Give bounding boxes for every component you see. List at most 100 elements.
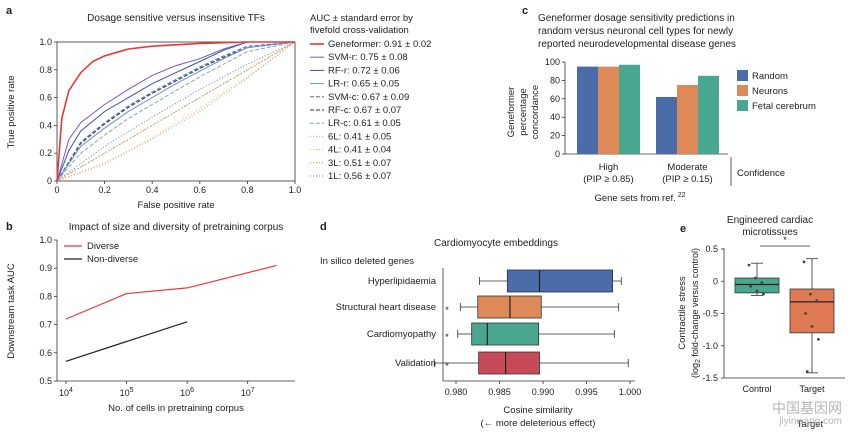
panel-e-ylabel-2-sub: 2 <box>695 359 702 363</box>
panel-a-ytick-label: 0.4 <box>39 120 52 130</box>
panel-c-ytick-label: 20 <box>550 131 560 141</box>
panel-c-title-line-1: Geneformer dosage sensitivity prediction… <box>538 13 735 24</box>
panel-e-point <box>802 260 806 264</box>
panel-a-plot-frame <box>56 41 296 182</box>
panel-a-legend-title-line-1: AUC ± standard error by <box>310 13 413 24</box>
panel-e-xlabel: Target <box>797 419 824 430</box>
panel-b-series-line-1 <box>65 321 188 362</box>
panel-e-letter: e <box>680 223 686 235</box>
panel-e-point <box>817 337 820 341</box>
panel-a-series-line-5 <box>56 41 296 182</box>
panel-c-ylabel-line-2: percentage <box>518 88 529 136</box>
panel-e-point <box>810 325 814 328</box>
panel-e-point <box>762 292 765 296</box>
panel-a-series-line-3 <box>56 41 296 182</box>
panel-c-xlabel: Gene sets from ref. 22 <box>594 192 685 204</box>
panel-a-series-line-6 <box>56 41 296 182</box>
panel-a-xtick-label: 0.6 <box>194 185 207 195</box>
panel-a-legend-label-2: RF-r: 0.72 ± 0.06 <box>328 65 400 76</box>
panel-c-category-sublabel: (PIP ≥ 0.85) <box>583 174 633 185</box>
panel-a-series-line-9 <box>56 41 296 182</box>
panel-a-xtick-label: 0.8 <box>241 185 254 195</box>
panel-c-bar-random-0 <box>577 66 598 154</box>
panel-e-ytick-label: -1.0 <box>702 341 718 351</box>
panel-a-series-line-2 <box>56 41 295 182</box>
panel-d-category-label: Structural heart disease <box>336 302 436 313</box>
panel-a-series-line-1 <box>56 41 295 182</box>
watermark-cn: 中国基因网 <box>772 400 842 416</box>
panel-d-letter: d <box>320 221 327 233</box>
panel-c-confidence-label: Confidence <box>737 168 785 179</box>
panel-a-ytick-label: 0.2 <box>39 148 52 158</box>
panel-c-legend-swatch <box>737 85 748 96</box>
panel-c-xlabel-ref: 22 <box>678 192 686 199</box>
panel-a-legend-label-6: LR-c: 0.61 ± 0.05 <box>328 118 401 129</box>
panel-d-box-3 <box>478 351 540 375</box>
panel-b-ytick-label: 0.6 <box>39 348 52 358</box>
panel-c-bar-fetal-cerebrum-0 <box>619 64 640 154</box>
panel-c-legend-swatch <box>737 70 748 81</box>
panel-e-significance-star: * <box>783 235 787 246</box>
panel-a-legend-title-line-2: fivefold cross-validation <box>310 25 409 36</box>
panel-a-xtick-label: 0.4 <box>146 185 159 195</box>
panel-e-point <box>754 276 757 280</box>
panel-b-series-line-0 <box>65 264 277 320</box>
panel-e-point <box>755 289 759 293</box>
panel-c-ylabel-line-1: Geneformer <box>506 87 517 138</box>
panel-e-ylabel: Contractile stress <box>677 276 688 350</box>
panel-a-legend-label-8: 4L: 0.41 ± 0.04 <box>328 145 391 156</box>
panel-b-letter: b <box>6 221 13 233</box>
panel-e-ytick-label: -0.5 <box>702 309 718 319</box>
panel-c-ytick-label: 60 <box>550 94 560 104</box>
panel-e-box-0 <box>734 277 780 294</box>
panel-c-bar-chart: c Geneformer dosage sensitivity predicti… <box>506 5 816 204</box>
panel-a-legend-label-0: Geneformer: 0.91 ± 0.02 <box>328 39 431 50</box>
panel-c-bar-neurons-1 <box>677 85 698 154</box>
panel-d-xtick-label: 0.995 <box>575 387 598 397</box>
panel-e-point <box>805 370 809 373</box>
panel-c-bar-random-1 <box>656 96 677 154</box>
panel-e-ytick-label: 0.5 <box>705 244 718 254</box>
panel-a-legend-label-3: LR-r: 0.65 ± 0.05 <box>328 79 399 90</box>
panel-c-xlabel-text: Gene sets from ref. <box>594 193 675 204</box>
panel-e-title-line-1: Engineered cardiac <box>727 215 813 226</box>
panel-e-point <box>760 281 764 284</box>
panel-e-point <box>804 312 807 315</box>
panel-e-box-plot: e Engineered cardiac microtissues 0.5 0 -0… <box>677 215 845 430</box>
panel-b-ytick-label: 0.9 <box>39 263 52 273</box>
watermark: 中国基因网 jiyinwang.com <box>772 400 842 428</box>
panel-c-category-label: Moderate <box>667 162 707 173</box>
panel-e-category-label: Control <box>742 384 771 394</box>
panel-a-letter: a <box>6 5 13 17</box>
panel-c-ytick-label: 100 <box>545 57 560 67</box>
panel-e-ylabel-2-pre: (log <box>690 363 700 378</box>
panel-c-letter: c <box>522 5 528 17</box>
panel-b-xtick-label: 106 <box>180 387 194 398</box>
panel-a-xtick-label: 1.0 <box>289 185 302 195</box>
panel-a-legend-label-1: SVM-r: 0.75 ± 0.08 <box>328 52 408 63</box>
panel-d-category-label: Validation <box>395 358 436 369</box>
panel-d-xlabel-2: (← more deleterious effect) <box>481 418 596 429</box>
panel-d-box-plot: d Cardiomyocyte embeddings In silico del… <box>320 221 641 429</box>
panel-a-ylabel: True positive rate <box>6 75 17 148</box>
panel-b-legend-label-1: Non-diverse <box>87 254 138 265</box>
panel-a-title: Dosage sensitive versus insensitive TFs <box>87 13 265 24</box>
panel-c-legend-label-2: Fetal cerebrum <box>752 101 816 112</box>
panel-c-ytick-label: 80 <box>550 75 560 85</box>
panel-c-legend-label-1: Neurons <box>752 86 788 97</box>
panel-a-legend-label-9: 3L: 0.51 ± 0.07 <box>328 158 391 169</box>
panel-e-title-line-2: microtissues <box>742 227 798 238</box>
panel-e-point <box>809 292 812 296</box>
panel-c-category-sublabel: (PIP ≥ 0.15) <box>662 174 712 185</box>
panel-c-bar-fetal-cerebrum-1 <box>698 75 719 154</box>
panel-d-xtick-label: 0.990 <box>532 387 555 397</box>
panel-a-ytick-label: 0.8 <box>39 65 52 75</box>
panel-d-group-label: In silico deleted genes <box>320 256 414 267</box>
panel-a-xtick-label: 0 <box>54 185 59 195</box>
panel-a-series-line-8 <box>56 41 296 182</box>
panel-b-xtick-label: 105 <box>120 387 134 398</box>
panel-b-xtick-label: 107 <box>241 387 255 398</box>
panel-d-significance-star: * <box>445 361 449 372</box>
panel-a-legend-label-7: 6L: 0.41 ± 0.05 <box>328 131 391 142</box>
